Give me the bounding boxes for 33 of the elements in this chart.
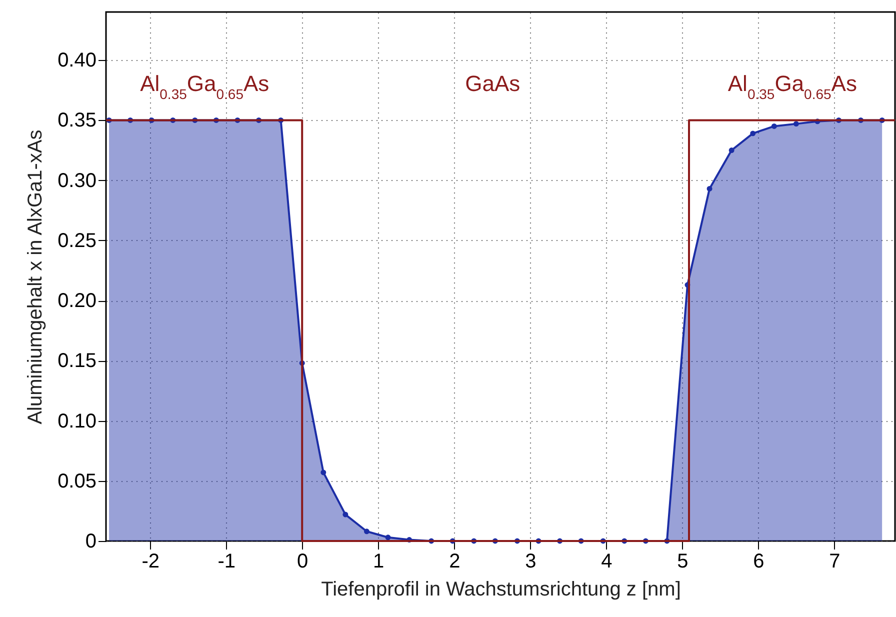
- y-tick-label: 0.15: [58, 350, 96, 372]
- x-tick-label: -2: [142, 550, 160, 572]
- x-tick-label: -1: [218, 550, 236, 572]
- point: [342, 512, 348, 518]
- point: [320, 470, 326, 476]
- y-tick-label: 0.25: [58, 230, 96, 252]
- y-tick-label: 0.35: [58, 110, 96, 132]
- point: [728, 148, 734, 153]
- point: [385, 534, 391, 540]
- x-tick-label: 0: [297, 550, 308, 572]
- x-axis-title: Tiefenprofil in Wachstumsrichtung z [nm]: [321, 578, 681, 600]
- point: [364, 528, 370, 534]
- point: [793, 121, 799, 127]
- annotation: Al$_{0.35}$Ga$_{0.65}$As: [728, 71, 857, 102]
- y-tick-label: 0.30: [58, 170, 96, 192]
- x-tick-label: 1: [373, 550, 384, 572]
- annotation: Al$_{0.35}$Ga$_{0.65}$As: [140, 71, 270, 102]
- y-axis-title: Aluminiumgehalt x in AlxGa1-xAs: [24, 130, 47, 424]
- annotation: GaAs: [465, 71, 520, 96]
- point: [750, 130, 756, 136]
- y-tick-label: 0.40: [58, 50, 96, 72]
- x-tick-label: 5: [677, 550, 688, 572]
- y-tick-label: 0: [85, 530, 96, 552]
- y-tick-label: 0.10: [58, 410, 96, 432]
- x-tick-label: 6: [753, 550, 764, 572]
- y-tick-label: 0.20: [58, 290, 96, 312]
- y-tick-label: 0.05: [58, 470, 96, 492]
- x-tick-label: 2: [449, 550, 460, 572]
- point: [706, 186, 712, 192]
- x-tick-label: 4: [601, 550, 612, 572]
- x-tick-label: 3: [525, 550, 536, 572]
- x-tick-label: 7: [829, 550, 840, 572]
- point: [771, 123, 777, 129]
